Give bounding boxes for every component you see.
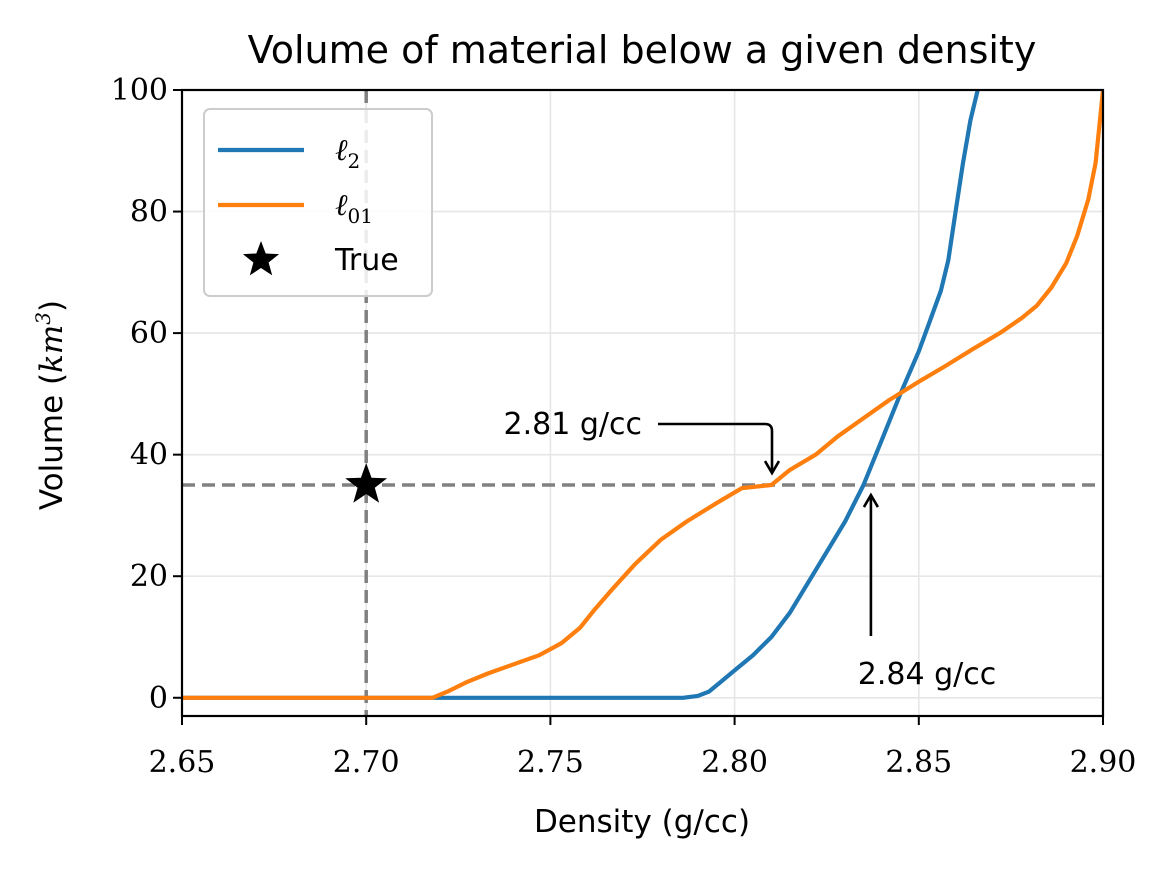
y-tick-label: 40 bbox=[130, 438, 168, 473]
y-axis-label-unit-exponent: 3 bbox=[31, 312, 55, 325]
series-line-l2 bbox=[182, 90, 980, 700]
x-tick-label: 2.85 bbox=[885, 745, 952, 780]
x-tick-label: 2.65 bbox=[149, 745, 216, 780]
annotation-arrow-head-2-81 bbox=[763, 460, 781, 476]
annotation-label-2-84: 2.84 g/cc bbox=[858, 657, 996, 692]
x-axis-label: Density (g/cc) bbox=[534, 804, 750, 840]
x-tick-label: 2.70 bbox=[333, 745, 400, 780]
series-lines bbox=[182, 90, 1103, 700]
legend-label-subscript: 2 bbox=[348, 149, 361, 173]
legend-swatch-true-star bbox=[242, 241, 280, 276]
legend-label-subscript: 01 bbox=[348, 204, 373, 228]
annotation-label-2-81: 2.81 g/cc bbox=[504, 407, 642, 442]
y-axis-label-suffix: ) bbox=[34, 300, 70, 312]
plot-frame bbox=[180, 88, 1105, 718]
chart-title: Volume of material below a given density bbox=[248, 28, 1037, 72]
annotation-arrow-shaft-2-81 bbox=[658, 422, 774, 474]
annotations: 2.81 g/cc 2.84 g/cc bbox=[504, 407, 997, 692]
y-tick-label: 0 bbox=[149, 681, 168, 716]
axis-ticks: 2.65 2.70 2.75 2.80 2.85 2.90 0 20 40 60 80 100 bbox=[111, 73, 1137, 780]
x-tick-label: 2.75 bbox=[517, 745, 584, 780]
true-marker-layer bbox=[345, 463, 388, 503]
y-tick-label: 20 bbox=[130, 559, 168, 594]
legend-label-l01: ℓ01 bbox=[335, 188, 373, 228]
series-line-l01 bbox=[182, 90, 1103, 700]
legend-label-symbol: ℓ bbox=[335, 133, 348, 168]
legend-label-l2: ℓ2 bbox=[335, 133, 360, 173]
true-value-star-marker bbox=[345, 463, 388, 503]
legend-label-symbol: ℓ bbox=[335, 188, 348, 223]
y-tick-label: 80 bbox=[130, 195, 168, 230]
y-axis-label-prefix: Volume ( bbox=[34, 373, 70, 510]
x-tick-label: 2.80 bbox=[701, 745, 768, 780]
x-tick-label: 2.90 bbox=[1070, 745, 1137, 780]
y-axis-label-unit: km bbox=[34, 325, 70, 373]
y-tick-label: 100 bbox=[111, 73, 168, 108]
legend-label-true: True bbox=[334, 243, 399, 278]
y-axis-label: Volume (km3) bbox=[31, 300, 70, 510]
y-tick-label: 60 bbox=[130, 316, 168, 351]
annotation-arrow-head-2-84 bbox=[862, 492, 880, 508]
